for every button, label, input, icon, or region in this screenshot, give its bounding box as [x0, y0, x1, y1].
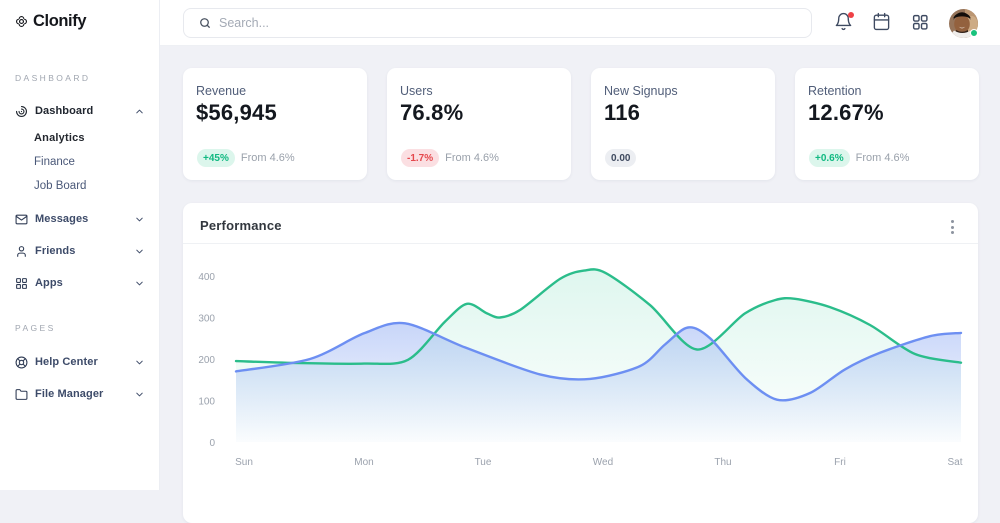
svg-text:200: 200 [198, 355, 215, 366]
svg-text:Sun: Sun [235, 457, 253, 468]
svg-text:Fri: Fri [834, 457, 846, 468]
svg-text:Tue: Tue [475, 457, 492, 468]
svg-text:Thu: Thu [714, 457, 731, 468]
svg-text:300: 300 [198, 314, 215, 325]
svg-text:0: 0 [209, 438, 215, 449]
svg-text:Sat: Sat [947, 457, 962, 468]
svg-text:Wed: Wed [593, 457, 613, 468]
svg-text:400: 400 [198, 272, 215, 283]
svg-text:100: 100 [198, 397, 215, 408]
svg-text:Mon: Mon [354, 457, 373, 468]
